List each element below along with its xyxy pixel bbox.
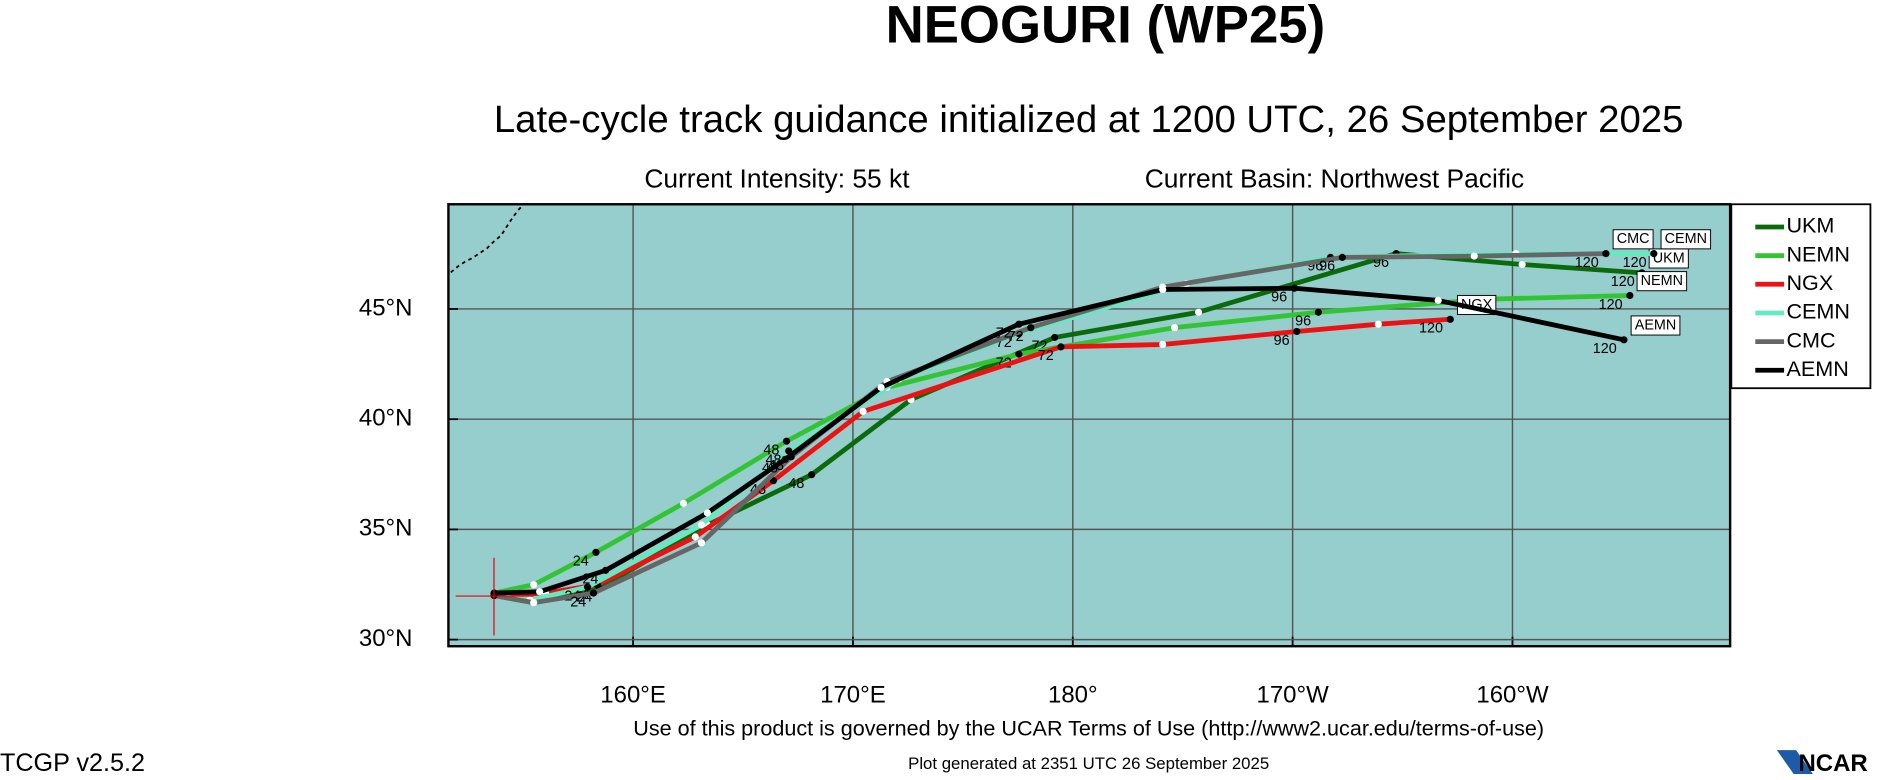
logo: NCAR (1798, 750, 1867, 777)
legend-label: NGX (1786, 271, 1833, 295)
generated: Plot generated at 2351 UTC 26 September … (908, 754, 1269, 773)
x-tick-label: 170°E (820, 682, 886, 709)
track-point (1170, 324, 1179, 332)
track-point (602, 566, 610, 574)
hour-label: 120 (1419, 321, 1443, 337)
track-point (679, 499, 688, 507)
track-point (530, 581, 538, 589)
x-tick-label: 170°W (1257, 682, 1330, 709)
x-tick-label: 160°E (600, 682, 666, 709)
track-point (1015, 350, 1023, 358)
track-point (1374, 320, 1382, 328)
track-point (1338, 253, 1346, 261)
hour-label: 48 (763, 443, 779, 459)
track-point (691, 533, 699, 541)
track-end-box (1630, 315, 1681, 336)
y-tick-label: 35°N (359, 515, 413, 542)
plot-frame (447, 203, 1732, 648)
map-background (448, 204, 1731, 647)
track-point (1518, 260, 1526, 269)
tracks: 24 48 72 96 120 UKM 24 48 72 96 120 NEMN 24 48 72 96 120… (490, 229, 1712, 610)
track-point (877, 383, 885, 392)
hour-label: 48 (762, 461, 778, 477)
intensity: Current Intensity: 55 kt (644, 163, 910, 193)
track-point (1027, 324, 1035, 332)
y-tick-label: 30°N (359, 625, 413, 652)
logo-mark (1776, 750, 1813, 775)
legend: UKM NEMN NGX CEMN CMC AEMN (1755, 214, 1850, 381)
hour-label: 72 (996, 326, 1012, 342)
track-point (1057, 343, 1065, 351)
hour-label: 96 (1295, 314, 1311, 330)
track-point (697, 539, 706, 547)
legend-label: NEMN (1786, 242, 1850, 266)
track-point (530, 598, 538, 607)
hour-label: 120 (1593, 341, 1617, 357)
track-point (592, 548, 600, 556)
hour-label: 120 (1611, 274, 1635, 290)
hour-label: 96 (1274, 333, 1290, 349)
track-end-box (1636, 271, 1688, 292)
track-point (1626, 291, 1634, 300)
x-tick-label: 160°W (1476, 682, 1549, 709)
basin: Current Basin: Northwest Pacific (1145, 163, 1524, 193)
legend-label: CMC (1786, 328, 1835, 352)
track-end-label: CEMN (1665, 231, 1707, 247)
track-point (808, 471, 816, 479)
track-point (583, 583, 592, 591)
track-point (1620, 336, 1628, 344)
hour-label: 24 (573, 554, 589, 570)
track-point (536, 588, 544, 596)
track-point (781, 455, 789, 463)
y-tick-label: 40°N (359, 405, 413, 432)
track-end-box (1612, 229, 1654, 250)
track-point (1194, 308, 1203, 316)
track-point (1159, 340, 1167, 349)
track-point (697, 521, 706, 529)
track-point (1159, 285, 1167, 294)
hour-label: 120 (1599, 297, 1623, 313)
track-point (1051, 333, 1059, 341)
track-end-label: UKM (1653, 250, 1685, 266)
track-point (859, 407, 867, 416)
hour-label: 48 (788, 476, 804, 492)
coastline (450, 204, 524, 274)
hour-label: 120 (1623, 255, 1647, 271)
legend-label: UKM (1786, 214, 1834, 238)
track-point (782, 437, 791, 445)
version: TCGP v2.5.2 (0, 749, 145, 777)
track-point (1602, 250, 1610, 258)
legend-box (1730, 203, 1872, 390)
track-end-label: AEMN (1635, 317, 1677, 333)
track-point (1434, 296, 1442, 304)
x-tick-label: 180° (1048, 682, 1098, 709)
track-point (1650, 250, 1658, 258)
y-tick-label: 45°N (359, 294, 413, 321)
track-point (1293, 327, 1301, 336)
track-end-label: NEMN (1641, 273, 1683, 289)
hour-label: 72 (1038, 348, 1054, 364)
chart-subtitle: Late-cycle track guidance initialized at… (494, 98, 1684, 141)
hour-label: 96 (1271, 290, 1287, 306)
legend-label: AEMN (1786, 357, 1848, 381)
track-point (1446, 315, 1454, 323)
hour-label: 24 (570, 594, 586, 610)
hour-label: 96 (1319, 259, 1335, 275)
track-point (1290, 284, 1298, 292)
hour-label: 24 (582, 572, 598, 588)
hour-label: 120 (1575, 255, 1599, 271)
track-point (1015, 320, 1023, 328)
track-point (1314, 308, 1322, 316)
hour-label: 72 (1008, 329, 1024, 345)
track-point (589, 589, 598, 597)
track-point (703, 509, 711, 517)
chart-title: NEOGURI (WP25) (886, 0, 1326, 55)
track-end-box (1660, 229, 1712, 250)
track-end-label: CMC (1617, 231, 1650, 247)
track-point (1470, 252, 1478, 260)
legend-label: CEMN (1786, 300, 1850, 324)
terms: Use of this product is governed by the U… (633, 717, 1544, 741)
